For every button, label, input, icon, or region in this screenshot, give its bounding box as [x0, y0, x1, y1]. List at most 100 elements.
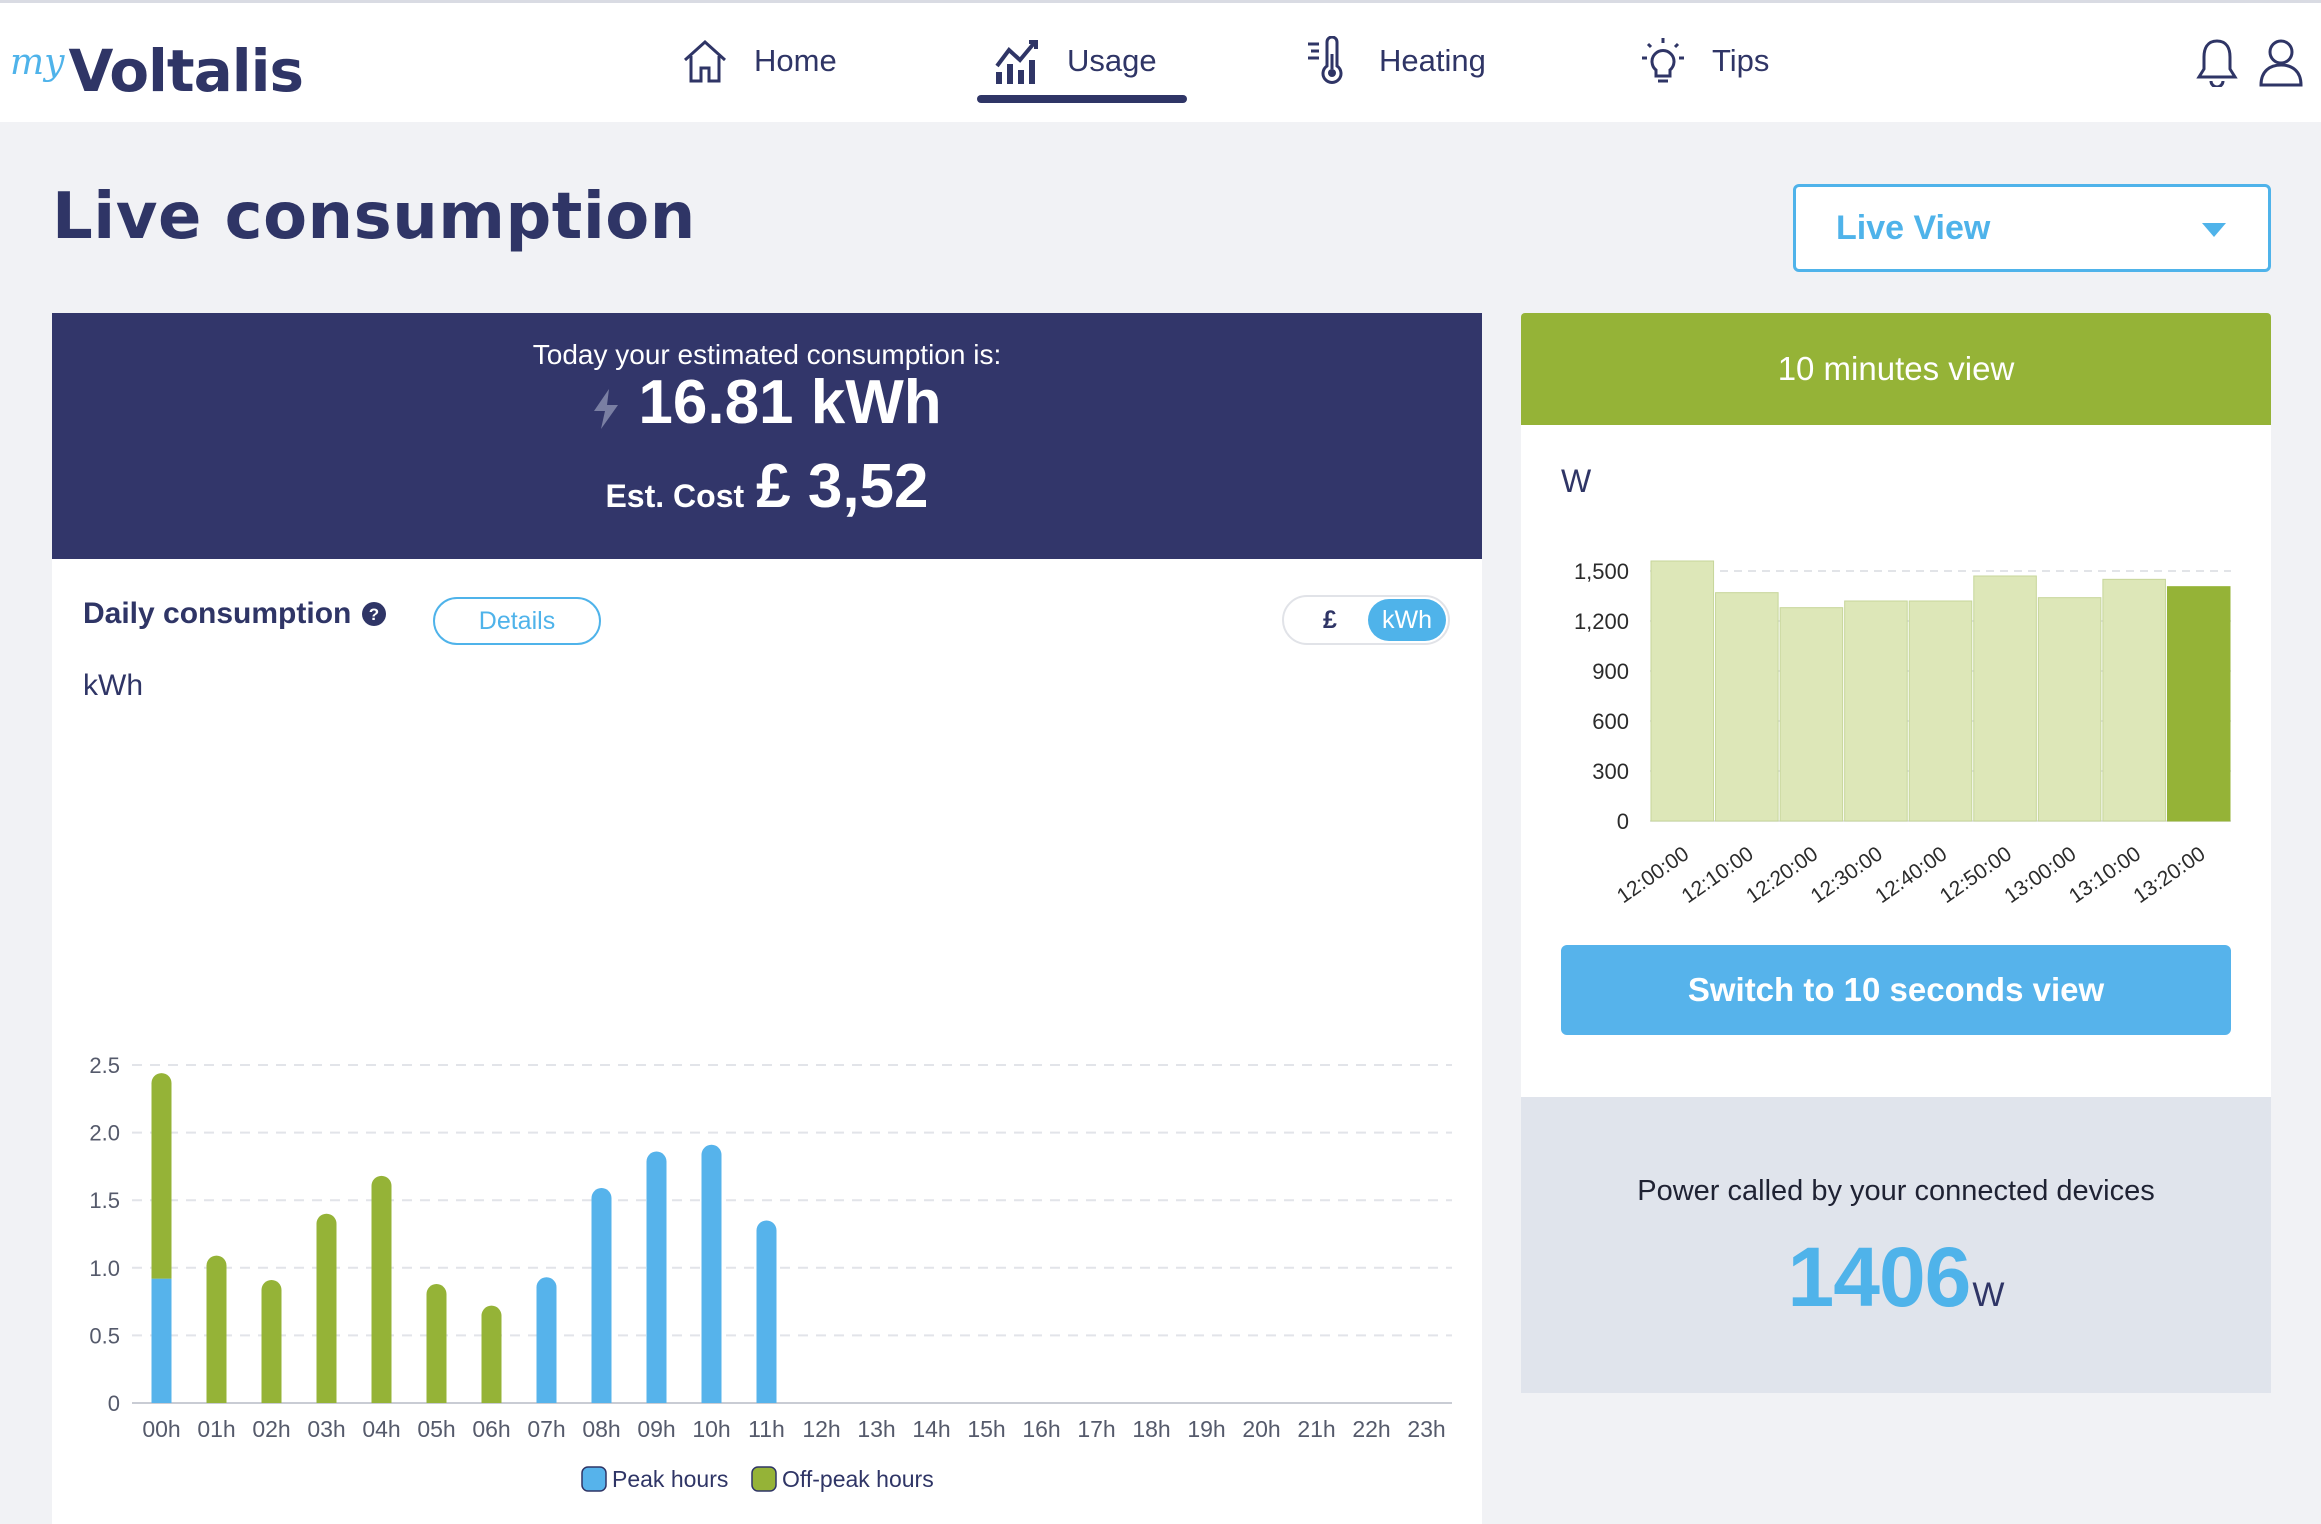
x-tick-label: 07h [527, 1416, 565, 1442]
nav-heating[interactable]: Heating [1305, 31, 1486, 91]
x-tick-label: 22h [1352, 1416, 1390, 1442]
consumption-summary: Today your estimated consumption is: 16.… [52, 313, 1482, 559]
logo-prefix: my [10, 42, 65, 83]
x-tick-label: 12:30:00 [1807, 842, 1887, 908]
x-tick-label: 13:20:00 [2129, 842, 2209, 908]
bar-08h-peak[interactable] [591, 1188, 612, 1403]
bar-12:20:00[interactable] [1779, 607, 1844, 822]
bar-09h-peak[interactable] [646, 1151, 667, 1403]
thermometer-icon [1308, 36, 1343, 84]
x-tick-label: 17h [1077, 1416, 1115, 1442]
x-tick-label: 04h [362, 1416, 400, 1442]
nav-tips-label: Tips [1712, 43, 1770, 78]
y-tick-label: 1,200 [1574, 609, 1629, 634]
x-tick-label: 12:10:00 [1678, 842, 1758, 908]
x-tick-label: 09h [637, 1416, 675, 1442]
summary-consumption: 16.81 kWh [52, 367, 1482, 438]
x-tick-label: 00h [142, 1416, 180, 1442]
power-unit: W [1972, 1276, 2005, 1314]
legend-peak-label: Peak hours [612, 1466, 728, 1492]
x-tick-label: 02h [252, 1416, 290, 1442]
x-tick-label: 12:20:00 [1742, 842, 1822, 908]
summary-consumption-value: 16.81 kWh [638, 368, 942, 437]
unit-toggle[interactable]: £ kWh [1282, 595, 1450, 645]
bar-12:30:00[interactable] [1844, 600, 1908, 822]
bar-02h-offpeak[interactable] [261, 1279, 282, 1403]
x-tick-label: 05h [417, 1416, 455, 1442]
x-tick-label: 11h [748, 1416, 785, 1442]
nav-home[interactable]: Home [680, 31, 837, 91]
bar-01h-offpeak[interactable] [206, 1255, 227, 1403]
x-tick-label: 12:40:00 [1871, 842, 1951, 908]
user-account-icon[interactable] [2258, 37, 2304, 87]
lightning-bolt-icon [594, 388, 619, 429]
bar-12:00:00[interactable] [1650, 560, 1715, 822]
y-tick-label: 2.0 [89, 1121, 120, 1146]
toggle-pound-option[interactable]: £ [1323, 606, 1337, 634]
cost-value: £ 3,52 [756, 452, 929, 521]
x-tick-label: 21h [1297, 1416, 1335, 1442]
usage-chart-icon [995, 40, 1038, 84]
y-tick-label: 600 [1592, 709, 1629, 734]
page-title: Live consumption [52, 180, 696, 254]
top-navigation-bar: my Voltalis Home Usage Heating Tips [0, 0, 2321, 122]
x-tick-label: 16h [1022, 1416, 1060, 1442]
x-tick-label: 10h [692, 1416, 730, 1442]
voltalis-logo[interactable]: my Voltalis [10, 25, 304, 105]
bar-13:00:00[interactable] [2037, 597, 2102, 822]
bar-12:50:00[interactable] [1973, 575, 2037, 822]
x-tick-label: 23h [1407, 1416, 1445, 1442]
daily-consumption-chart: 0 0.5 1.0 1.5 2.0 2.5 00h 01h 02h 03h 04h 05h 06h 07h… [89, 1053, 1452, 1492]
x-tick-label: 19h [1187, 1416, 1225, 1442]
logo-name: Voltalis [68, 37, 304, 105]
bar-12:40:00[interactable] [1908, 600, 1973, 822]
y-tick-label: 1,500 [1574, 559, 1629, 584]
switch-to-10-seconds-button[interactable]: Switch to 10 seconds view [1561, 945, 2231, 1035]
legend-offpeak-label: Off-peak hours [782, 1466, 934, 1492]
bar-03h-offpeak[interactable] [316, 1213, 337, 1403]
ten-minutes-chart: 0 300 600 900 1,200 1,500 12:00:0012:10:0012:2… [1574, 559, 2231, 908]
daily-chart-unit: kWh [83, 669, 143, 702]
chevron-down-icon [2202, 223, 2226, 237]
ten-minutes-body: W 0 300 600 900 1,200 1,500 12:00:00 12:10:00 12… [1521, 425, 2271, 1097]
bar-11h-peak[interactable] [756, 1220, 777, 1403]
toggle-kwh-option[interactable]: kWh [1368, 599, 1446, 641]
x-tick-label: 12h [802, 1416, 840, 1442]
nav-home-label: Home [754, 43, 837, 78]
y-tick-label: 2.5 [89, 1053, 120, 1078]
consumption-card: Today your estimated consumption is: 16.… [52, 313, 1482, 1524]
details-button[interactable]: Details [433, 597, 601, 645]
x-tick-label: 01h [197, 1416, 235, 1442]
bar-05h-offpeak[interactable] [426, 1284, 447, 1403]
view-select-value: Live View [1836, 209, 1991, 247]
svg-text:?: ? [369, 605, 379, 624]
power-panel: Power called by your connected devices 1… [1521, 1097, 2271, 1393]
cost-label: Est. Cost [605, 478, 745, 514]
x-tick-label: 03h [307, 1416, 345, 1442]
bar-00h-offpeak[interactable] [151, 1073, 172, 1279]
bar-06h-offpeak[interactable] [481, 1305, 502, 1403]
home-icon [683, 39, 727, 83]
x-tick-label: 20h [1242, 1416, 1280, 1442]
x-tick-label: 06h [472, 1416, 510, 1442]
bell-icon[interactable] [2196, 37, 2238, 87]
power-label: Power called by your connected devices [1637, 1175, 2155, 1207]
x-tick-label: 18h [1132, 1416, 1170, 1442]
y-tick-label: 0 [1617, 809, 1629, 834]
view-select-dropdown[interactable]: Live View [1793, 184, 2271, 272]
nav-usage-label: Usage [1067, 43, 1157, 78]
x-tick-label: 12:00:00 [1613, 842, 1693, 908]
bar-07h-peak[interactable] [536, 1277, 557, 1403]
bar-00h-peak[interactable] [151, 1278, 172, 1403]
nav-usage[interactable]: Usage [993, 31, 1157, 91]
legend-offpeak-swatch [751, 1466, 777, 1492]
y-tick-label: 0 [108, 1391, 120, 1416]
help-question-icon[interactable]: ? [361, 601, 387, 627]
x-tick-label: 14h [912, 1416, 950, 1442]
bar-13:10:00[interactable] [2102, 578, 2166, 822]
bar-10h-peak[interactable] [701, 1144, 722, 1403]
bar-12:10:00[interactable] [1715, 592, 1779, 822]
bar-13:20:00[interactable] [2166, 586, 2231, 822]
bar-04h-offpeak[interactable] [371, 1175, 392, 1403]
nav-tips[interactable]: Tips [1638, 31, 1769, 91]
